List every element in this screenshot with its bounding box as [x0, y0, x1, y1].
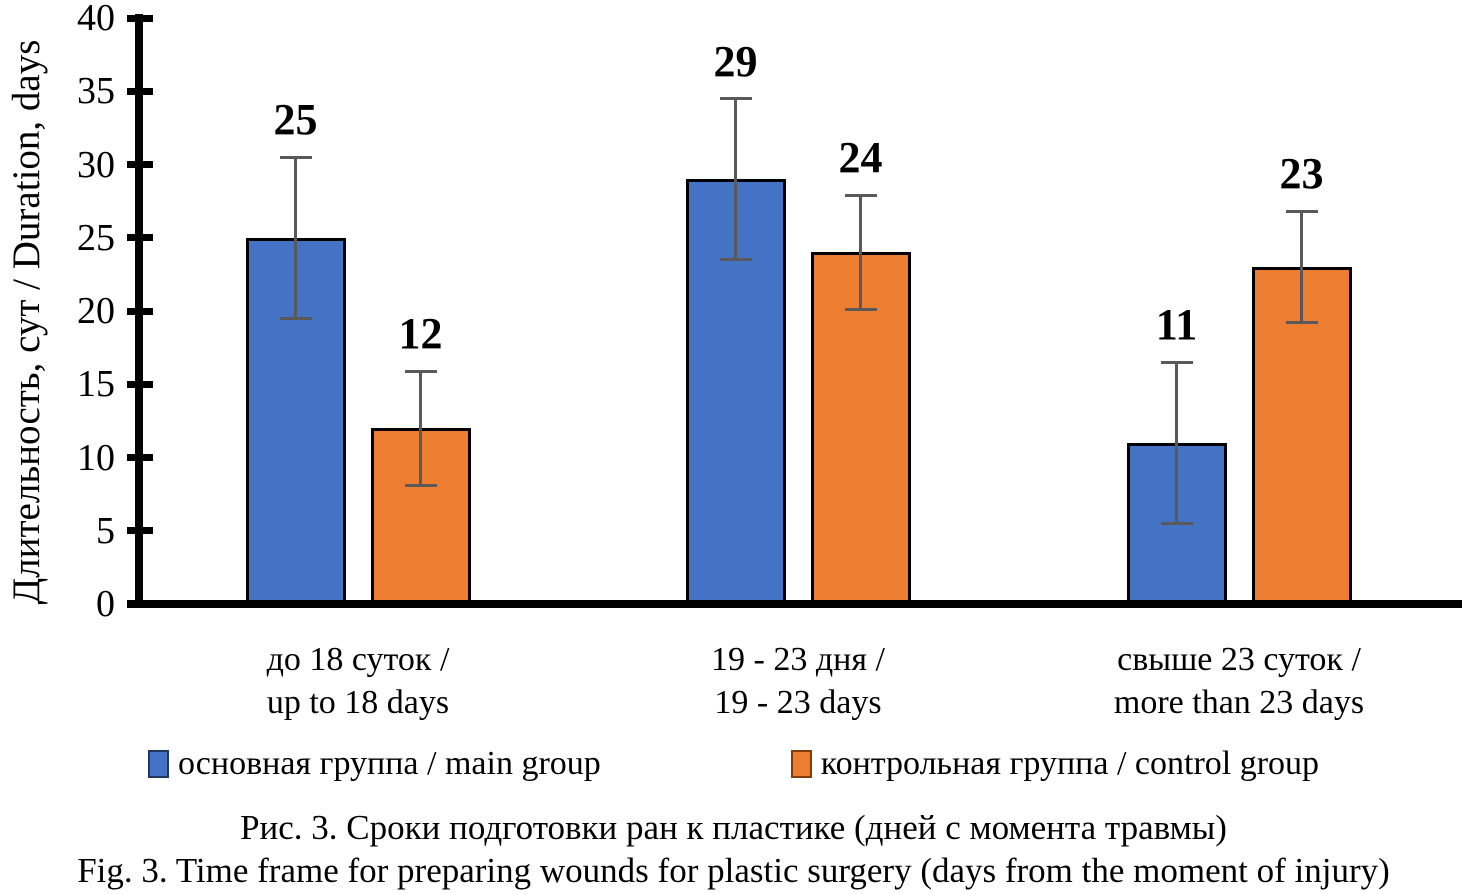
y-tick-label: 30	[77, 143, 115, 186]
y-tick-mark	[127, 307, 153, 315]
x-category-label-1-en: up to 18 days	[266, 684, 450, 721]
y-tick-mark	[127, 380, 153, 388]
y-tick-mark	[127, 14, 153, 22]
error-bar-cap-top	[719, 97, 752, 101]
caption-ru: Рис. 3. Сроки подготовки ран к пластике …	[240, 808, 1227, 847]
y-tick-mark	[127, 161, 153, 168]
error-bar-cap-top	[1285, 209, 1318, 213]
bar-value-label: 23	[1279, 149, 1324, 199]
legend-label-main-group: основная группа / main group	[177, 745, 601, 782]
caption-en: Fig. 3. Time frame for preparing wounds …	[77, 851, 1390, 890]
error-bar-cap-bottom	[404, 483, 437, 487]
x-axis-line	[127, 600, 1462, 608]
error-bar-cap-top	[1160, 360, 1193, 364]
error-bar-line	[294, 157, 297, 319]
error-bar-line	[1175, 362, 1178, 524]
bar-control-group-2	[810, 252, 911, 608]
y-tick-mark	[127, 600, 153, 608]
error-bar-line	[859, 195, 862, 310]
x-category-label-3-ru: свыше 23 суток /	[1117, 641, 1361, 678]
x-category-label-1-ru: до 18 суток /	[266, 641, 450, 678]
error-bar-cap-bottom	[719, 258, 752, 262]
y-tick-label: 25	[77, 216, 115, 259]
x-category-label-2-ru: 19 - 23 дня /	[711, 641, 885, 678]
x-category-label-3-en: more than 23 days	[1113, 684, 1365, 721]
bar-value-label: 12	[398, 309, 443, 359]
y-tick-label: 15	[77, 363, 115, 406]
control-group-swatch-icon	[790, 750, 812, 778]
legend-label-control-group: контрольная группа / control group	[820, 745, 1320, 782]
y-tick-label: 5	[96, 509, 115, 552]
error-bar-cap-top	[404, 369, 437, 373]
y-tick-label: 40	[77, 0, 115, 39]
bar-value-label: 24	[838, 133, 883, 183]
legend: основная группа / main group контрольная…	[0, 744, 1467, 784]
y-tick-mark	[127, 234, 153, 242]
y-tick-label: 20	[77, 290, 115, 332]
x-category-label-1: до 18 суток / up to 18 days	[138, 638, 578, 724]
error-bar-cap-bottom	[1160, 521, 1193, 525]
error-bar-line	[1300, 211, 1303, 323]
x-category-label-2-en: 19 - 23 days	[714, 684, 882, 721]
bar-value-label: 25	[273, 95, 318, 145]
y-tick-label: 35	[77, 70, 115, 113]
bar-value-label: 29	[713, 36, 758, 86]
x-category-label-2: 19 - 23 дня / 19 - 23 days	[578, 638, 1018, 724]
x-category-label-3: свыше 23 суток / more than 23 days	[1019, 638, 1459, 724]
y-tick-label: 10	[77, 436, 115, 479]
bar-value-label: 11	[1155, 300, 1198, 350]
error-bar-line	[734, 98, 737, 260]
error-bar-cap-bottom	[279, 316, 312, 320]
y-tick-mark	[127, 454, 153, 461]
error-bar-cap-bottom	[844, 308, 877, 312]
y-tick-label: 0	[96, 583, 115, 625]
y-tick-mark	[127, 527, 153, 535]
error-bar-line	[419, 371, 422, 486]
error-bar-cap-top	[844, 193, 877, 197]
figure-caption: Рис. 3. Сроки подготовки ран к пластике …	[0, 806, 1467, 892]
legend-item-control-group: контрольная группа / control group	[790, 744, 1320, 784]
y-tick-mark	[127, 87, 153, 95]
main-group-swatch-icon	[147, 750, 169, 778]
error-bar-cap-top	[279, 155, 312, 159]
error-bar-cap-bottom	[1285, 321, 1318, 325]
legend-item-main-group: основная группа / main group	[147, 744, 601, 784]
